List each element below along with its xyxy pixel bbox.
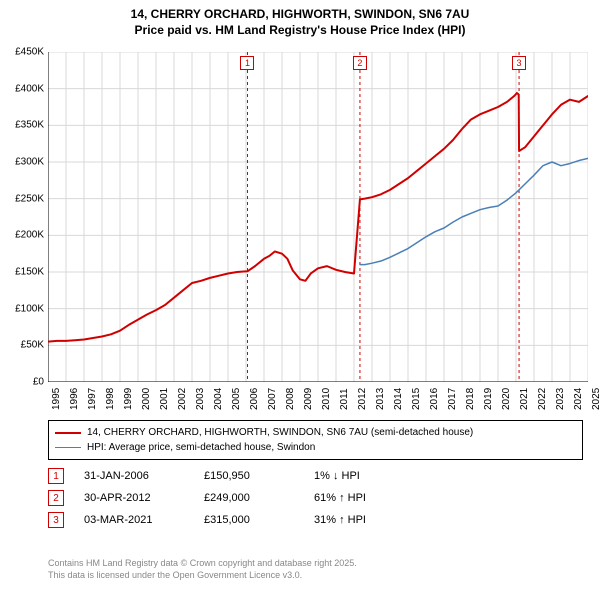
y-tick-label: £250K	[15, 193, 44, 204]
legend-swatch-hpi	[55, 447, 81, 448]
marker-price: £315,000	[204, 514, 294, 526]
legend: 14, CHERRY ORCHARD, HIGHWORTH, SWINDON, …	[48, 420, 583, 460]
attribution-line1: Contains HM Land Registry data © Crown c…	[48, 558, 583, 570]
marker-price: £150,950	[204, 470, 294, 482]
x-tick-label: 2020	[501, 388, 512, 410]
x-tick-label: 2004	[213, 388, 224, 410]
x-tick-label: 1995	[51, 388, 62, 410]
y-tick-label: £0	[33, 377, 44, 388]
title-line1: 14, CHERRY ORCHARD, HIGHWORTH, SWINDON, …	[0, 6, 600, 22]
attribution: Contains HM Land Registry data © Crown c…	[48, 558, 583, 581]
x-tick-label: 2011	[339, 388, 350, 410]
x-tick-label: 2001	[159, 388, 170, 410]
x-tick-label: 2016	[429, 388, 440, 410]
y-tick-label: £300K	[15, 157, 44, 168]
x-tick-label: 2025	[591, 388, 600, 410]
x-tick-label: 1996	[69, 388, 80, 410]
x-tick-label: 2022	[537, 388, 548, 410]
chart-marker-1: 1	[240, 56, 254, 70]
x-tick-label: 2007	[267, 388, 278, 410]
y-tick-label: £200K	[15, 230, 44, 241]
x-tick-label: 2015	[411, 388, 422, 410]
x-tick-label: 2003	[195, 388, 206, 410]
x-tick-label: 2006	[249, 388, 260, 410]
y-tick-label: £400K	[15, 83, 44, 94]
legend-label-price-paid: 14, CHERRY ORCHARD, HIGHWORTH, SWINDON, …	[87, 425, 473, 440]
title-line2: Price paid vs. HM Land Registry's House …	[0, 22, 600, 38]
attribution-line2: This data is licensed under the Open Gov…	[48, 570, 583, 582]
marker-pct: 61% ↑ HPI	[314, 492, 404, 504]
marker-badge-3: 3	[48, 512, 64, 528]
x-tick-label: 2008	[285, 388, 296, 410]
x-tick-label: 1998	[105, 388, 116, 410]
chart-title: 14, CHERRY ORCHARD, HIGHWORTH, SWINDON, …	[0, 0, 600, 38]
x-tick-label: 2009	[303, 388, 314, 410]
legend-row-price-paid: 14, CHERRY ORCHARD, HIGHWORTH, SWINDON, …	[55, 425, 576, 440]
y-tick-label: £50K	[21, 340, 44, 351]
x-tick-label: 2013	[375, 388, 386, 410]
marker-row-3: 3 03-MAR-2021 £315,000 31% ↑ HPI	[48, 512, 583, 528]
marker-row-2: 2 30-APR-2012 £249,000 61% ↑ HPI	[48, 490, 583, 506]
x-tick-label: 2014	[393, 388, 404, 410]
x-tick-label: 1999	[123, 388, 134, 410]
chart-marker-3: 3	[512, 56, 526, 70]
marker-badge-1: 1	[48, 468, 64, 484]
x-tick-label: 2019	[483, 388, 494, 410]
marker-date: 31-JAN-2006	[84, 470, 184, 482]
y-axis: £0£50K£100K£150K£200K£250K£300K£350K£400…	[0, 52, 46, 382]
chart-container: 14, CHERRY ORCHARD, HIGHWORTH, SWINDON, …	[0, 0, 600, 590]
x-tick-label: 2010	[321, 388, 332, 410]
x-tick-label: 2012	[357, 388, 368, 410]
y-tick-label: £450K	[15, 47, 44, 58]
marker-badge-2: 2	[48, 490, 64, 506]
marker-price: £249,000	[204, 492, 294, 504]
x-tick-label: 2000	[141, 388, 152, 410]
legend-swatch-price-paid	[55, 432, 81, 434]
marker-pct: 1% ↓ HPI	[314, 470, 404, 482]
chart-svg	[48, 52, 588, 382]
x-tick-label: 1997	[87, 388, 98, 410]
chart-plot-area: 1 2 3	[48, 52, 588, 382]
legend-row-hpi: HPI: Average price, semi-detached house,…	[55, 440, 576, 455]
marker-date: 03-MAR-2021	[84, 514, 184, 526]
x-tick-label: 2018	[465, 388, 476, 410]
chart-marker-2: 2	[353, 56, 367, 70]
marker-table: 1 31-JAN-2006 £150,950 1% ↓ HPI 2 30-APR-2012…	[48, 468, 583, 534]
y-tick-label: £350K	[15, 120, 44, 131]
x-tick-label: 2017	[447, 388, 458, 410]
legend-label-hpi: HPI: Average price, semi-detached house,…	[87, 440, 315, 455]
x-tick-label: 2002	[177, 388, 188, 410]
y-tick-label: £100K	[15, 303, 44, 314]
marker-date: 30-APR-2012	[84, 492, 184, 504]
x-tick-label: 2023	[555, 388, 566, 410]
x-tick-label: 2021	[519, 388, 530, 410]
x-tick-label: 2024	[573, 388, 584, 410]
y-tick-label: £150K	[15, 267, 44, 278]
x-axis: 1995 1996 1997 1998 1999 2000 2001 2002 2003 2004…	[48, 384, 588, 414]
x-tick-label: 2005	[231, 388, 242, 410]
marker-pct: 31% ↑ HPI	[314, 514, 404, 526]
marker-row-1: 1 31-JAN-2006 £150,950 1% ↓ HPI	[48, 468, 583, 484]
